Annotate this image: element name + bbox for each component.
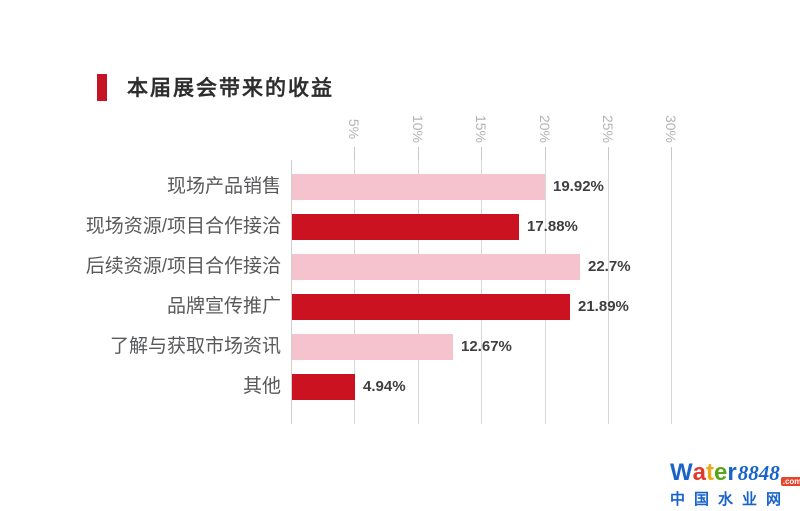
category-label: 了解与获取市场资讯 bbox=[109, 336, 281, 357]
x-gridline bbox=[608, 160, 609, 424]
x-axis-tick bbox=[481, 147, 482, 160]
x-axis-tick bbox=[354, 147, 355, 160]
bar-value-label: 22.7% bbox=[588, 258, 631, 275]
x-tick-label: 5% bbox=[346, 118, 362, 140]
x-axis-tick bbox=[608, 147, 609, 160]
x-gridline bbox=[671, 160, 672, 424]
x-tick-label: 20% bbox=[537, 114, 553, 144]
brand-letter: r bbox=[727, 459, 737, 486]
bar-red bbox=[292, 374, 355, 400]
y-axis-line bbox=[291, 160, 292, 424]
bar-value-label: 17.88% bbox=[527, 218, 578, 235]
x-gridline bbox=[418, 160, 419, 424]
bar-value-label: 19.92% bbox=[553, 178, 604, 195]
bar-value-label: 12.67% bbox=[461, 338, 512, 355]
brand-tld-badge: .com bbox=[780, 477, 800, 486]
title-accent-marker bbox=[97, 73, 107, 101]
bar-pink bbox=[292, 174, 545, 200]
x-gridline bbox=[354, 160, 355, 424]
category-label: 品牌宣传推广 bbox=[166, 296, 281, 317]
category-label: 后续资源/项目合作接洽 bbox=[85, 256, 281, 277]
bar-value-label: 4.94% bbox=[363, 378, 406, 395]
x-tick-label: 10% bbox=[410, 114, 426, 144]
chart-title-block: 本届展会带来的收益 bbox=[97, 72, 334, 102]
brand-numbers: 8848 bbox=[737, 461, 780, 485]
x-axis-tick bbox=[671, 147, 672, 160]
category-label: 其他 bbox=[242, 376, 281, 397]
category-label: 现场资源/项目合作接洽 bbox=[85, 216, 281, 237]
x-tick-label: 25% bbox=[600, 114, 616, 144]
x-tick-label: 30% bbox=[663, 114, 679, 144]
category-label: 现场产品销售 bbox=[166, 176, 281, 197]
brand-letter: a bbox=[692, 459, 707, 486]
brand-letter: t bbox=[706, 459, 715, 486]
bar-value-label: 21.89% bbox=[578, 298, 629, 315]
x-axis-tick bbox=[545, 147, 546, 160]
x-tick-label: 15% bbox=[473, 114, 489, 144]
bar-red bbox=[292, 214, 519, 240]
bar-pink bbox=[292, 334, 453, 360]
chart-title: 本届展会带来的收益 bbox=[127, 77, 334, 100]
brand-letter: W bbox=[670, 459, 693, 486]
watermark-site-name: 中国水业网 bbox=[670, 491, 791, 508]
x-gridline bbox=[481, 160, 482, 424]
x-axis-tick bbox=[418, 147, 419, 160]
bar-red bbox=[292, 294, 570, 320]
brand-letter: e bbox=[714, 459, 728, 486]
bar-pink bbox=[292, 254, 580, 280]
x-gridline bbox=[545, 160, 546, 424]
